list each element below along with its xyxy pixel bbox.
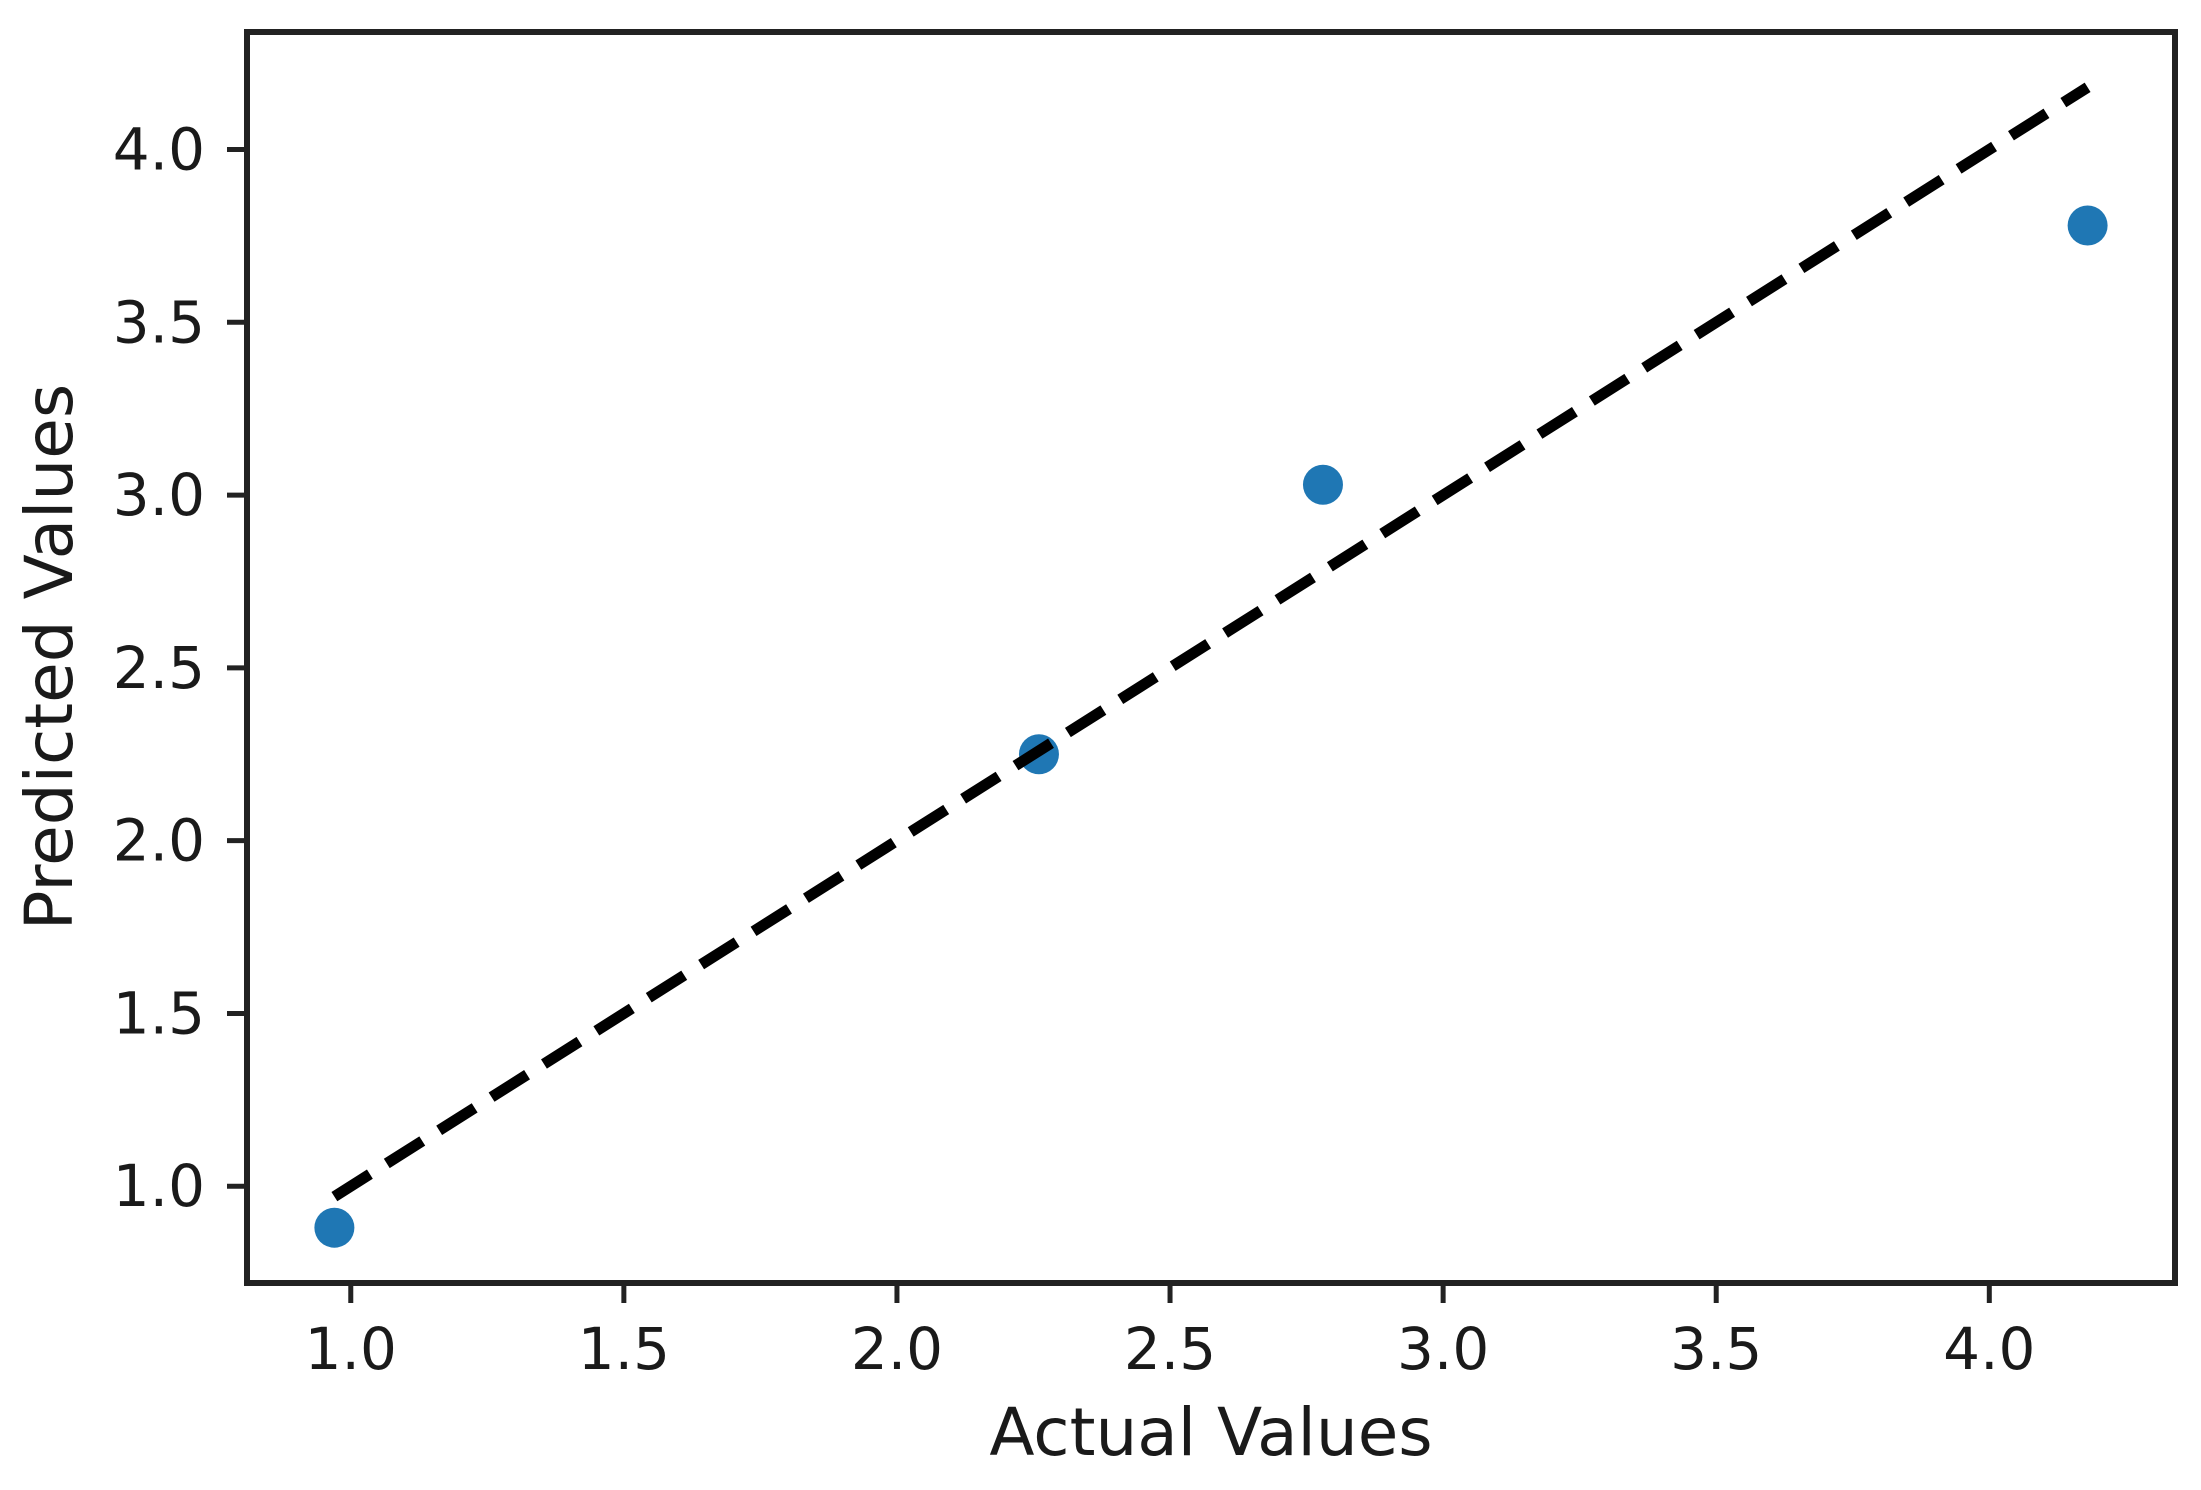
identity-dashed-line bbox=[331, 82, 2091, 1202]
x-tick-label: 1.5 bbox=[578, 1315, 670, 1383]
scatter-point bbox=[2067, 205, 2108, 246]
y-tick-label: 4.0 bbox=[113, 115, 205, 183]
x-tick-label: 2.5 bbox=[1124, 1315, 1216, 1383]
y-axis-ticks: 1.0 1.5 2.0 2.5 3.0 3.5 4.0 bbox=[113, 115, 247, 1220]
x-axis-ticks: 1.0 1.5 2.0 2.5 3.0 3.5 4.0 bbox=[305, 1283, 2035, 1383]
x-tick-label: 3.5 bbox=[1670, 1315, 1762, 1383]
x-axis-label: Actual Values bbox=[989, 1394, 1432, 1471]
y-tick-label: 3.0 bbox=[113, 461, 205, 529]
plot-area-border bbox=[244, 29, 2178, 1286]
x-tick-label: 3.0 bbox=[1397, 1315, 1489, 1383]
y-tick-label: 2.5 bbox=[113, 634, 205, 702]
scatter-point bbox=[1302, 464, 1343, 505]
scatter-series bbox=[314, 205, 2108, 1248]
x-tick-label: 1.0 bbox=[305, 1315, 397, 1383]
scatter-point bbox=[314, 1207, 355, 1248]
y-axis-label: Predicted Values bbox=[11, 384, 88, 930]
y-tick-label: 1.5 bbox=[113, 979, 205, 1047]
y-tick-label: 2.0 bbox=[113, 807, 205, 875]
x-tick-label: 2.0 bbox=[851, 1315, 943, 1383]
x-tick-label: 4.0 bbox=[1943, 1315, 2035, 1383]
y-tick-label: 1.0 bbox=[113, 1152, 205, 1220]
y-tick-label: 3.5 bbox=[113, 288, 205, 356]
